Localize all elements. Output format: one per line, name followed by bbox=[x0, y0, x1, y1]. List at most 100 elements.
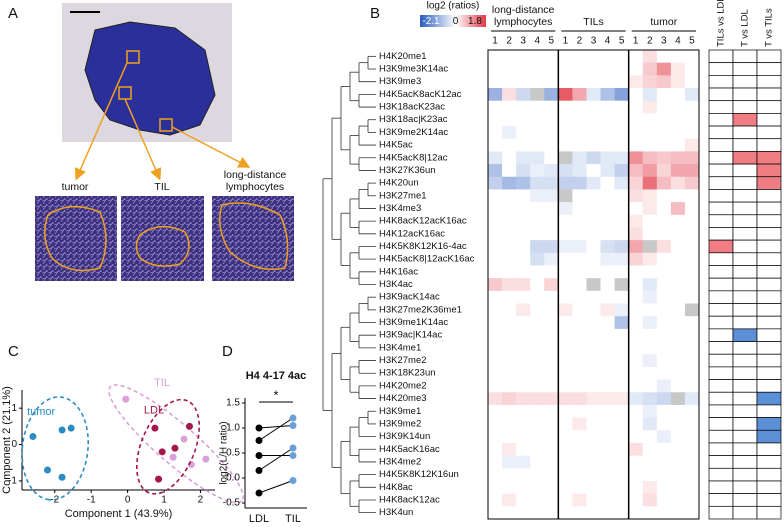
heatmap-cell bbox=[558, 88, 573, 102]
pair-line bbox=[258, 417, 294, 441]
significance-cell bbox=[756, 404, 782, 418]
heatmap-cell bbox=[530, 303, 545, 317]
heatmap-cell bbox=[684, 303, 700, 317]
significance-cell bbox=[732, 404, 758, 418]
heatmap-cell bbox=[488, 202, 503, 216]
heatmap-cell bbox=[516, 379, 531, 393]
heatmap-cell bbox=[530, 113, 545, 127]
heatmap-cell bbox=[544, 442, 559, 456]
significance-cell bbox=[732, 341, 758, 355]
heatmap-cell bbox=[684, 202, 700, 216]
significance-cell bbox=[756, 505, 782, 520]
heatmap-cell bbox=[488, 62, 503, 76]
heatmap-cell bbox=[488, 189, 503, 203]
heatmap-cell bbox=[544, 75, 559, 89]
heatmap-cell bbox=[656, 442, 672, 456]
heatmap-cell bbox=[530, 468, 545, 482]
heatmap-cell bbox=[530, 240, 545, 254]
row-label: H3K4me1 bbox=[379, 342, 421, 353]
row-label: H4K5acK16ac bbox=[379, 444, 440, 455]
heatmap-cell bbox=[656, 126, 672, 140]
significance-cell bbox=[732, 480, 758, 494]
column-label: 4 bbox=[534, 36, 540, 47]
heatmap-cell bbox=[614, 430, 629, 444]
heatmap-cell bbox=[488, 341, 503, 355]
column-label: 3 bbox=[520, 36, 526, 47]
heatmap-frame bbox=[487, 49, 700, 520]
x-tick-label: 0 bbox=[125, 495, 131, 506]
region-label: long-distance lymphocytes bbox=[223, 169, 287, 193]
heatmap-cell bbox=[586, 100, 601, 114]
row-label: H4K5acK8acK12ac bbox=[379, 89, 462, 100]
heatmap-cell bbox=[502, 366, 517, 380]
significance-cell bbox=[756, 239, 782, 254]
heatmap-cell bbox=[642, 366, 658, 380]
pair-line bbox=[258, 480, 294, 494]
heatmap-cell bbox=[488, 442, 503, 456]
row-label: H3K9me2K14ac bbox=[379, 127, 448, 138]
heatmap-cell bbox=[684, 113, 700, 127]
heatmap-cell bbox=[530, 278, 545, 292]
heatmap-cell bbox=[656, 328, 672, 342]
heatmap-cell bbox=[614, 202, 629, 216]
group-label: TIL bbox=[154, 377, 170, 389]
heatmap-cell bbox=[586, 493, 601, 507]
significance-cell bbox=[732, 429, 758, 444]
significance-cell bbox=[732, 113, 758, 127]
heatmap-cell bbox=[488, 240, 503, 254]
significance-cell bbox=[732, 442, 758, 456]
heatmap-cell bbox=[614, 278, 629, 292]
heatmap-cell bbox=[572, 189, 587, 203]
point bbox=[171, 444, 179, 452]
heatmap-cell bbox=[642, 316, 658, 330]
heatmap-cell bbox=[670, 506, 686, 520]
heatmap-cell bbox=[656, 430, 672, 444]
row-label: H3K4un bbox=[379, 507, 413, 518]
heatmap-cell bbox=[628, 430, 644, 444]
significance-cell bbox=[756, 163, 782, 178]
heatmap-cell bbox=[530, 366, 545, 380]
heatmap-cell bbox=[642, 468, 658, 482]
heatmap-cell bbox=[572, 265, 587, 279]
heatmap-cell bbox=[558, 379, 573, 393]
row-label: H3K27me2K36me1 bbox=[379, 304, 462, 315]
heatmap-cell bbox=[530, 328, 545, 342]
significance-cell bbox=[708, 252, 734, 266]
heatmap-cell bbox=[684, 100, 700, 114]
heatmap-cell bbox=[516, 442, 531, 456]
heatmap-cell bbox=[488, 455, 503, 469]
heatmap-cell bbox=[558, 176, 573, 190]
heatmap-cell bbox=[628, 240, 644, 254]
row-label: H4K5ac bbox=[379, 140, 413, 151]
heatmap-cell bbox=[530, 392, 545, 406]
heatmap-cell bbox=[614, 493, 629, 507]
heatmap-cell bbox=[600, 455, 615, 469]
heatmap-cell bbox=[544, 176, 559, 190]
heatmap-cell bbox=[488, 151, 503, 165]
heatmap-cell bbox=[684, 290, 700, 304]
significance-cell bbox=[708, 138, 734, 152]
heatmap-cell bbox=[600, 290, 615, 304]
row-label: H3K9me1K14ac bbox=[379, 317, 448, 328]
heatmap-cell bbox=[572, 354, 587, 368]
heatmap-cell bbox=[642, 214, 658, 228]
heatmap-cell bbox=[600, 493, 615, 507]
significance-cell bbox=[732, 176, 758, 190]
heatmap-cell bbox=[516, 88, 531, 102]
comparison-label: T vs LDL bbox=[740, 9, 751, 47]
point bbox=[289, 452, 297, 459]
heatmap-cell bbox=[516, 151, 531, 165]
heatmap-cell bbox=[614, 164, 629, 178]
column-label: 2 bbox=[506, 36, 512, 47]
heatmap-cell bbox=[670, 240, 686, 254]
point bbox=[289, 414, 297, 422]
heatmap-cell bbox=[600, 442, 615, 456]
column-label: 3 bbox=[591, 36, 597, 47]
heatmap-cell bbox=[502, 227, 517, 241]
significance-cell bbox=[732, 379, 758, 393]
heatmap-cell bbox=[670, 88, 686, 102]
significance-cell bbox=[756, 277, 782, 292]
heatmap-cell bbox=[502, 202, 517, 216]
heatmap-cell bbox=[586, 303, 601, 317]
heatmap-cell bbox=[544, 303, 559, 317]
